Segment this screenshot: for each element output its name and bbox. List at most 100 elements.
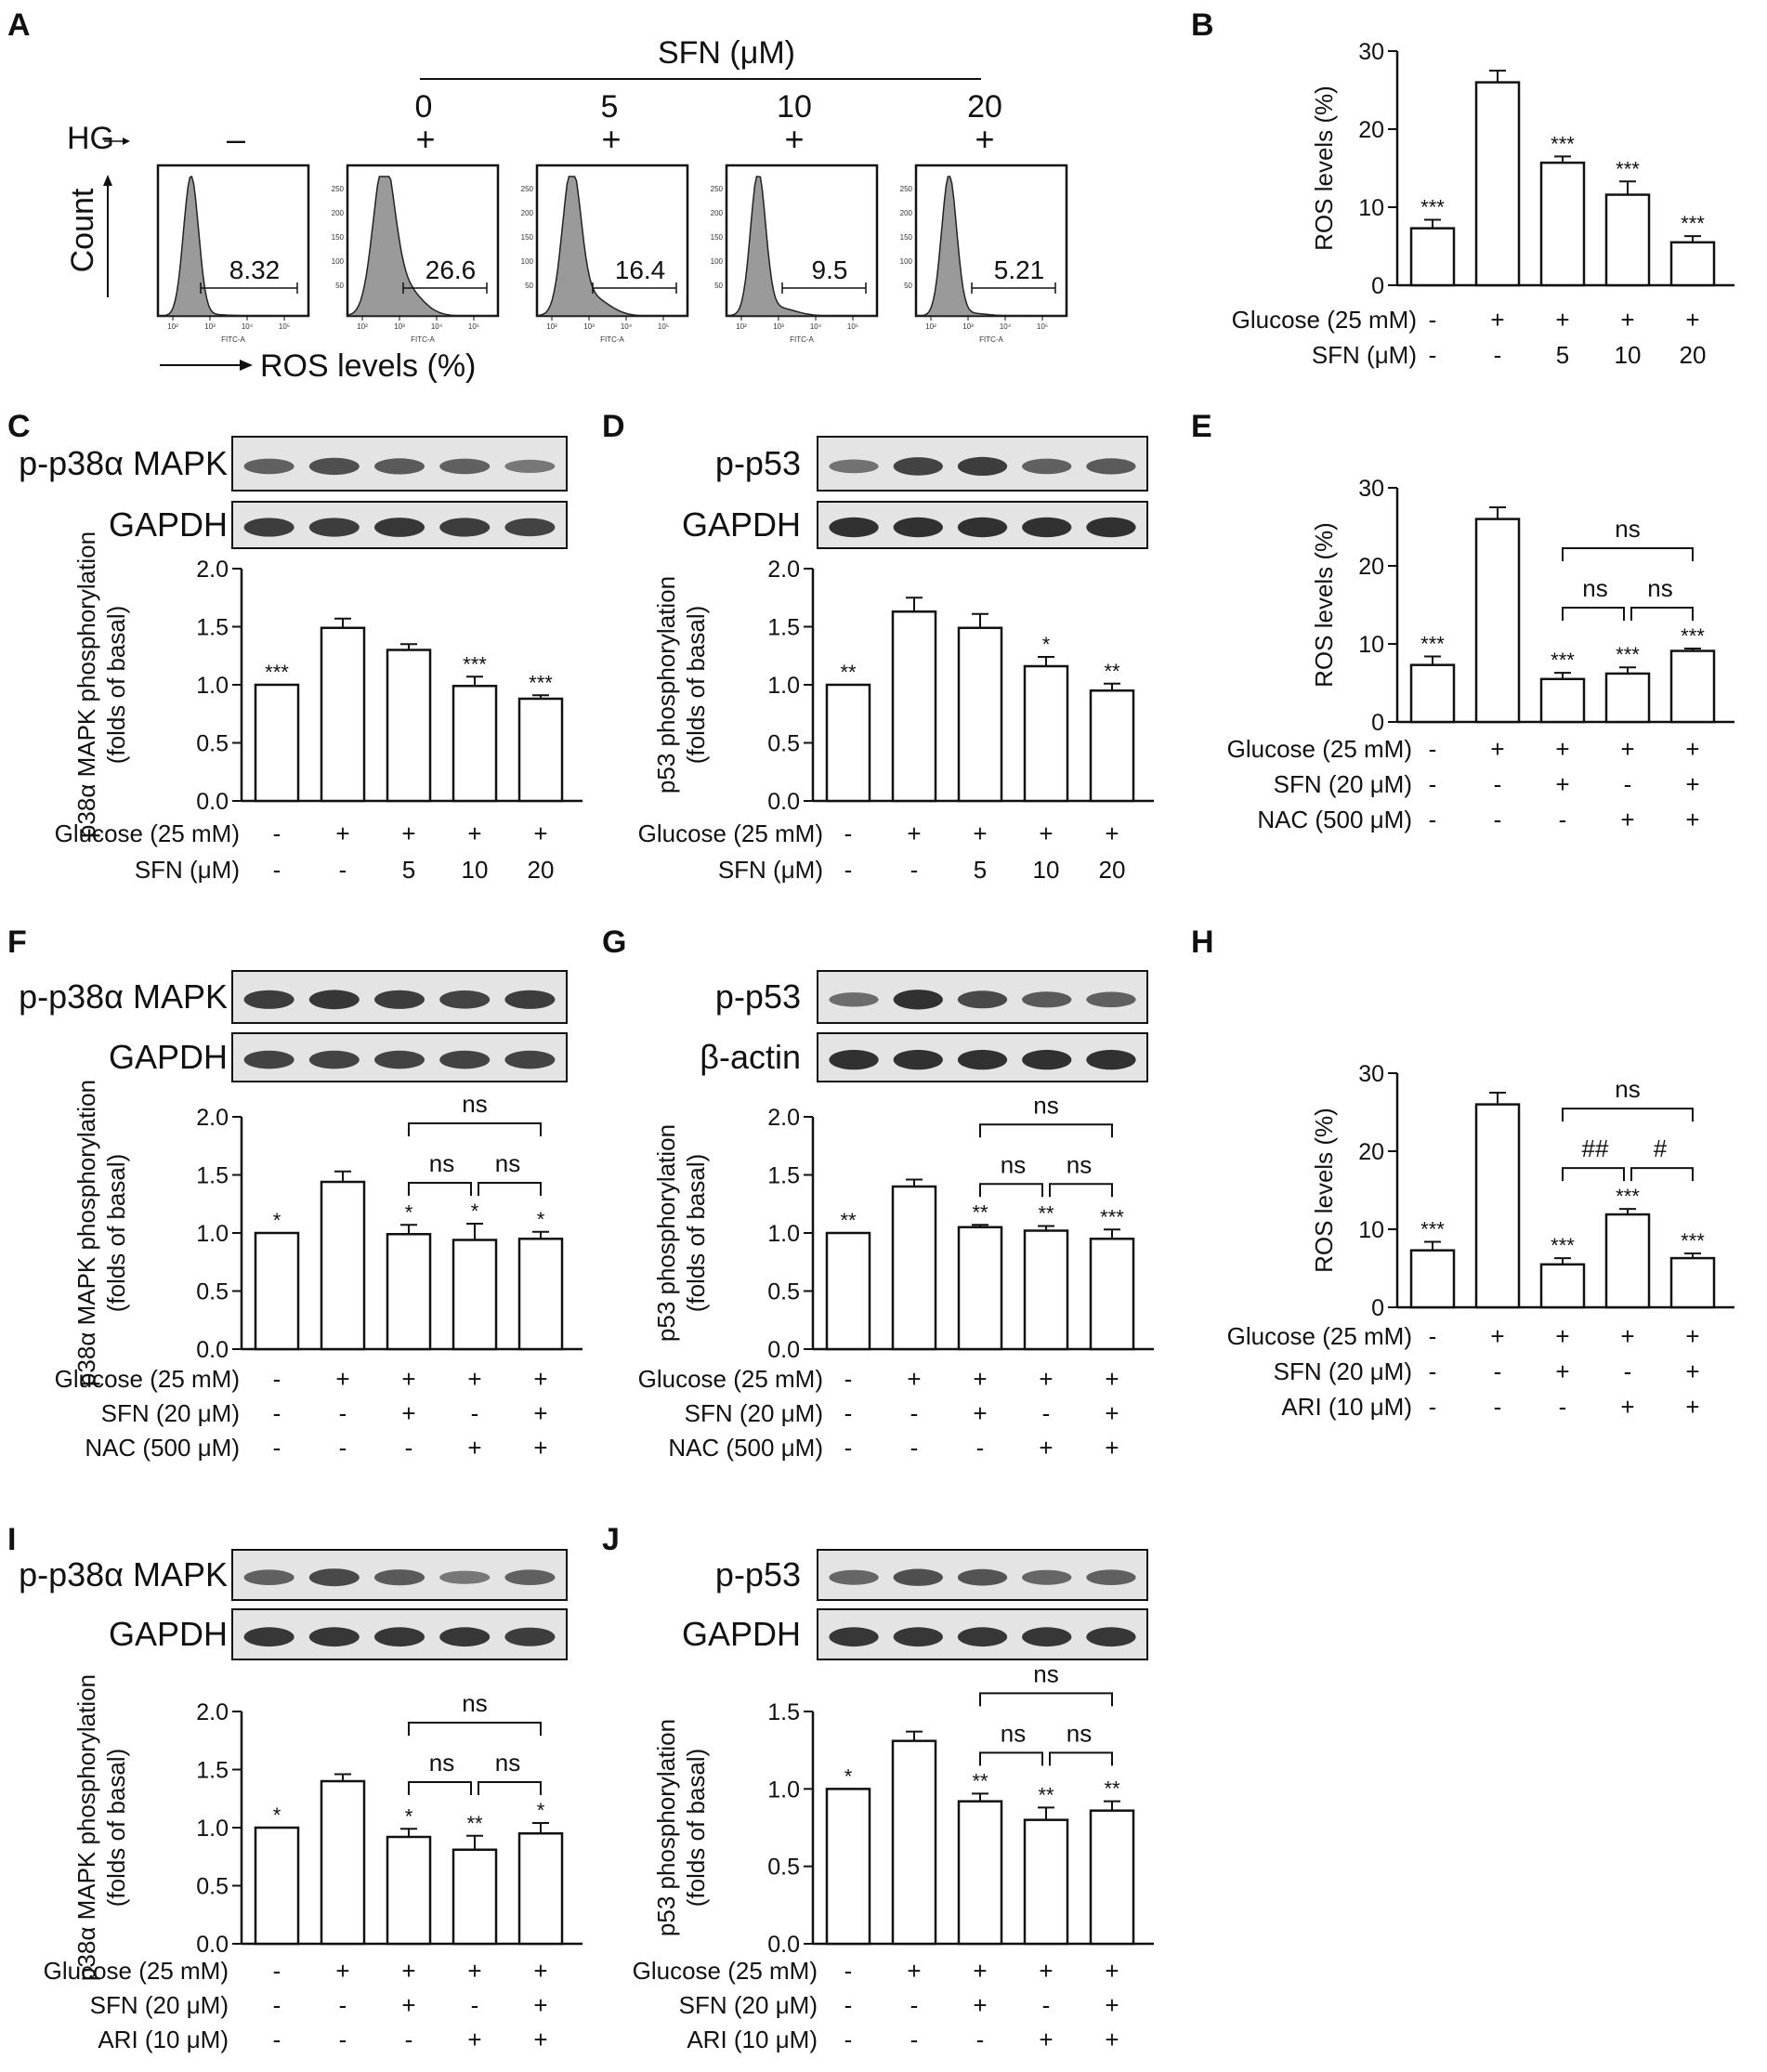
blot-band (439, 1570, 491, 1584)
condition-sign: + (973, 1399, 987, 1427)
significance-mark: ** (1104, 1777, 1120, 1801)
y-axis-label: (folds of basal) (682, 1154, 710, 1313)
blot-band (439, 518, 491, 537)
condition-sign: - (844, 856, 853, 884)
gate-percent: 26.6 (425, 256, 477, 284)
y-tick-label: 1.0 (767, 673, 800, 699)
blot-band (243, 1569, 294, 1585)
y-tick-label: 0 (1371, 273, 1384, 299)
gate-percent: 8.32 (229, 256, 281, 284)
histogram-x-tick: 10⁵ (847, 322, 858, 331)
bar (1089, 689, 1135, 803)
blot-label: p-p53 (715, 977, 801, 1016)
condition-sign: + (533, 1434, 547, 1462)
y-tick-label: 0.0 (767, 789, 800, 815)
histogram-y-tick: 250 (332, 185, 345, 193)
condition-sign: + (1555, 735, 1569, 763)
comparison-bracket (1562, 547, 1694, 562)
condition-sign: + (467, 2026, 481, 2053)
comparison-bracket (979, 1123, 1113, 1138)
y-axis-label: p53 phosphorylation (652, 576, 680, 793)
bar (957, 626, 1003, 803)
condition-sign: - (844, 1957, 853, 1985)
condition-sign: - (1559, 806, 1567, 833)
y-axis-label: (folds of basal) (102, 1749, 130, 1908)
bar (1474, 1103, 1521, 1309)
significance-mark: * (273, 1209, 281, 1232)
y-tick-label: 0.0 (196, 789, 229, 815)
significance-mark: * (537, 1208, 545, 1231)
blot-label: p-p38α MAPK (19, 977, 228, 1016)
condition-sign: + (533, 820, 547, 847)
western-blot-strip: GAPDH (109, 501, 568, 549)
blot-band (893, 990, 943, 1010)
histogram-axis-label: FITC-A (979, 335, 1003, 344)
condition-sign: - (844, 2026, 853, 2053)
significance-mark: * (471, 1200, 479, 1223)
significance-mark: *** (1551, 1234, 1575, 1257)
blot-band (439, 458, 491, 475)
panel-letter: B (1191, 7, 1214, 43)
dose-label: 20 (967, 89, 1002, 125)
condition-sign: - (1429, 1322, 1437, 1350)
bar (825, 1788, 871, 1946)
condition-label: ARI (10 μM) (687, 2026, 818, 2053)
histogram-x-tick: 10³ (583, 322, 595, 331)
comparison-label: ## (1582, 1134, 1609, 1162)
histogram-x-tick: 10⁵ (468, 322, 479, 331)
y-tick-label: 2.0 (196, 1105, 229, 1131)
condition-sign: - (471, 1991, 479, 2019)
y-axis-label: ROS levels (%) (1310, 522, 1338, 688)
y-tick-label: 0.5 (196, 731, 229, 757)
comparison-label: ns (1615, 1075, 1640, 1103)
comparison-bracket (408, 1722, 542, 1736)
y-tick-label: 1.5 (767, 615, 800, 641)
comparison-label: ns (1582, 574, 1607, 602)
bar (1474, 81, 1521, 287)
blot-band (439, 990, 491, 1009)
histogram-plot: 10² 10³ 10⁴ 10⁵ FITC-A 8.32 (156, 164, 310, 344)
condition-sign: - (273, 1399, 281, 1427)
bar (825, 683, 871, 803)
blot-band (308, 1627, 360, 1647)
ros-arrow-head (240, 360, 253, 371)
western-blot-strip: GAPDH (682, 1608, 1148, 1660)
y-tick-label: 2.0 (196, 1699, 229, 1725)
condition-sign: + (1685, 1357, 1699, 1385)
condition-label: Glucose (25 mM) (55, 1365, 240, 1393)
condition-sign: + (401, 1957, 415, 1985)
bar (825, 1231, 871, 1351)
significance-mark: * (405, 1200, 413, 1224)
blot-band (829, 992, 879, 1007)
condition-sign: + (1685, 1393, 1699, 1421)
bar (386, 1835, 432, 1946)
y-tick-label: 0.0 (767, 1932, 800, 1958)
significance-mark: *** (1616, 643, 1640, 666)
blot-band (1022, 458, 1072, 475)
condition-sign: - (339, 1991, 347, 2019)
blot-band (1022, 1569, 1072, 1585)
y-axis-label: p38α MAPK phosphorylation (72, 1674, 100, 1981)
panel-letter: J (602, 1522, 620, 1557)
condition-label: NAC (500 μM) (1257, 806, 1412, 833)
condition-sign: + (533, 1991, 547, 2019)
condition-sign: + (1105, 820, 1119, 847)
condition-sign: - (1429, 806, 1437, 833)
comparison-bracket (1049, 1751, 1113, 1766)
histogram-x-tick: 10² (357, 322, 368, 331)
condition-sign: 10 (1615, 341, 1642, 369)
y-tick-label: 1.0 (767, 1221, 800, 1247)
significance-mark: ** (972, 1200, 988, 1224)
condition-sign: - (844, 1434, 853, 1462)
blot-label: p-p53 (715, 1555, 801, 1593)
significance-mark: ** (840, 661, 857, 684)
y-axis-label: ROS levels (%) (1310, 1108, 1338, 1273)
bar (891, 1739, 937, 1946)
significance-mark: *** (1420, 1217, 1445, 1240)
condition-sign: - (339, 2026, 347, 2053)
panel-letter: C (7, 409, 31, 444)
panel-b: B 0 10 20 30 ROS levels (%) *** *** *** *** Glucos… (1191, 7, 1734, 369)
significance-mark: ** (1104, 660, 1120, 683)
blot-band (308, 1568, 360, 1587)
